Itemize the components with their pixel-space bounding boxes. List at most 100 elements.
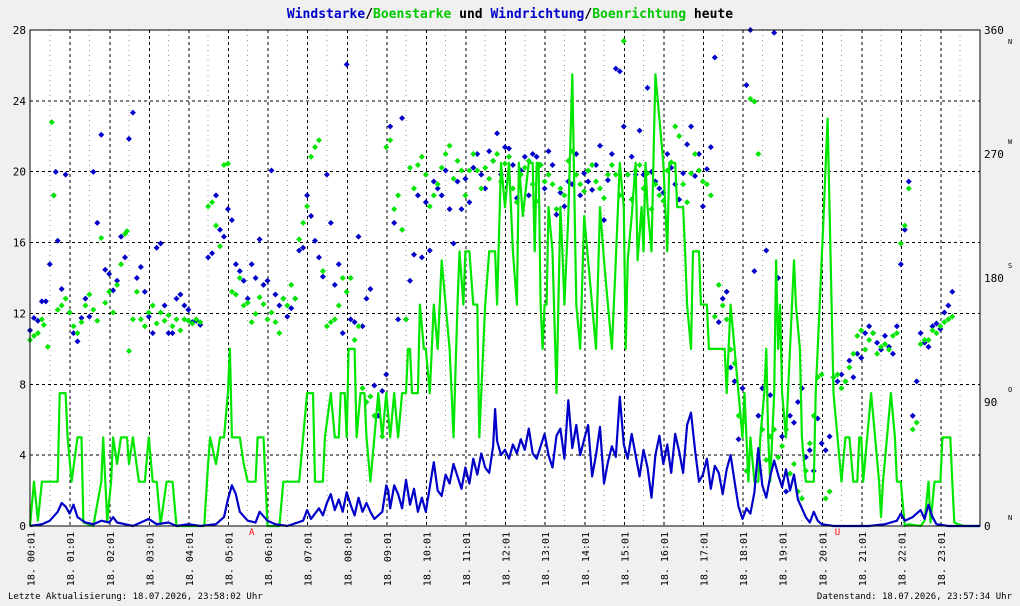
windrichtung-point-96 (407, 277, 413, 284)
windrichtung-point-140 (581, 170, 588, 177)
boenrichtung-point-12 (70, 323, 77, 330)
boenrichtung-point-215 (874, 350, 881, 357)
windrichtung-point-85 (363, 295, 370, 302)
boenrichtung-point-132 (545, 171, 552, 178)
windrichtung-point-131 (545, 148, 552, 155)
windrichtung-point-216 (882, 332, 888, 339)
boenrichtung-point-173 (707, 192, 714, 199)
windrichtung-point-220 (897, 261, 904, 268)
boenrichtung-point-40 (177, 327, 184, 334)
windrichtung-point-34 (157, 240, 164, 247)
y-right-tick-180: 180 (984, 272, 1004, 285)
boenrichtung-point-187 (763, 456, 770, 463)
boenrichtung-point-227 (921, 337, 928, 343)
compass-label-2: S (1008, 262, 1012, 270)
windrichtung-point-228 (929, 323, 936, 330)
windrichtung-point-47 (213, 192, 220, 199)
boenrichtung-point-176 (719, 302, 726, 309)
windrichtung-point-141 (585, 178, 592, 185)
windrichtung-point-38 (173, 295, 180, 302)
windrichtung-point-107 (450, 240, 457, 247)
windrichtung-point-105 (442, 167, 449, 174)
y-left-tick-20: 20 (13, 166, 26, 179)
x-tick-label-16: 18. 16:01 (660, 532, 671, 586)
boenrichtung-point-196 (798, 495, 805, 502)
x-tick-label-2: 18. 02:01 (106, 532, 117, 586)
windrichtung-point-154 (636, 127, 643, 134)
windrichtung-point-209 (854, 350, 861, 357)
x-tick-label-1: 18. 01:01 (66, 532, 77, 586)
boenrichtung-point-34 (153, 320, 160, 327)
windrichtung-point-28 (133, 275, 140, 281)
windrichtung-point-227 (925, 343, 932, 350)
windrichtung-point-192 (787, 412, 793, 419)
windrichtung-point-208 (850, 374, 857, 381)
windrichtung-point-57 (252, 275, 259, 281)
windrichtung-point-147 (608, 151, 615, 157)
windrichtung-point-168 (692, 173, 698, 180)
windrichtung-point-233 (949, 288, 956, 295)
windrichtung-point-148 (612, 65, 619, 72)
windrichtung-point-101 (426, 247, 433, 254)
event-marker-a: A (249, 528, 255, 538)
boenrichtung-point-19 (98, 235, 105, 242)
windrichtung-point-12 (70, 330, 77, 337)
windrichtung-point-128 (533, 153, 540, 160)
boenrichtung-point-4 (40, 321, 47, 328)
windrichtung-point-211 (862, 330, 869, 337)
boenrichtung-point-131 (541, 178, 548, 185)
y-left-tick-12: 12 (13, 307, 26, 320)
windrichtung-point-190 (779, 433, 786, 440)
windrichtung-point-20 (102, 266, 109, 273)
windrichtung-point-30 (141, 288, 148, 295)
windrichtung-point-172 (707, 144, 714, 151)
windrichtung-point-86 (367, 286, 374, 293)
windrichtung-point-18 (94, 219, 101, 226)
windrichtung-point-53 (236, 268, 243, 275)
boenrichtung-point-219 (889, 332, 896, 339)
windrichtung-point-24 (118, 233, 125, 240)
boenrichtung-point-1 (30, 332, 37, 339)
boenrichtung-point-111 (462, 192, 469, 199)
boenrichtung-point-233 (945, 316, 952, 323)
windrichtung-point-90 (383, 371, 390, 378)
boenrichtung-point-105 (438, 164, 445, 171)
x-tick-label-22: 18. 22:01 (897, 532, 908, 586)
boenrichtung-point-207 (842, 378, 849, 385)
windrichtung-point-222 (905, 178, 912, 185)
boenrichtung-point-6 (48, 119, 55, 126)
windrichtung-point-197 (806, 447, 813, 454)
boenrichtung-point-136 (561, 192, 568, 199)
boenrichtung-point-122 (505, 153, 512, 160)
y-right-tick-360: 360 (984, 24, 1004, 37)
windrichtung-point-126 (525, 192, 532, 199)
right-axis: 0 N 90 O 180 S 270 W 360 N (984, 24, 1013, 533)
boenrichtung-point-194 (790, 461, 797, 467)
boenrichtung-point-45 (197, 319, 204, 326)
windrichtung-point-15 (82, 295, 89, 302)
boenrichtung-point-3 (38, 316, 45, 323)
windrichtung-point-125 (521, 153, 528, 160)
boenrichtung-point-27 (125, 348, 132, 355)
windrichtung-point-102 (430, 178, 437, 185)
boenrichtung-point-149 (612, 171, 619, 178)
boenrichtung-point-167 (684, 199, 691, 206)
boenrichtung-point-22 (110, 309, 117, 316)
windrichtung-point-161 (664, 151, 671, 157)
windrichtung-point-132 (549, 162, 556, 169)
boenrichtung-point-70 (300, 219, 307, 226)
windrichtung-point-82 (351, 319, 358, 326)
windrichtung-point-145 (600, 217, 607, 224)
windrichtung-point-110 (462, 175, 469, 182)
compass-label-1: O (1008, 386, 1012, 394)
boenrichtung-point-228 (925, 337, 932, 343)
windrichtung-point-62 (272, 291, 279, 298)
boenrichtung-point-77 (327, 319, 334, 326)
x-axis: 18. 00:01 18. 01:01 18. 02:01 18. 03:01 18. … (27, 532, 948, 586)
windrichtung-point-218 (889, 350, 896, 357)
windrichtung-point-37 (169, 330, 176, 337)
boenrichtung-point-168 (688, 170, 695, 177)
y-left-tick-4: 4 (19, 449, 26, 462)
windrichtung-point-104 (438, 192, 445, 199)
